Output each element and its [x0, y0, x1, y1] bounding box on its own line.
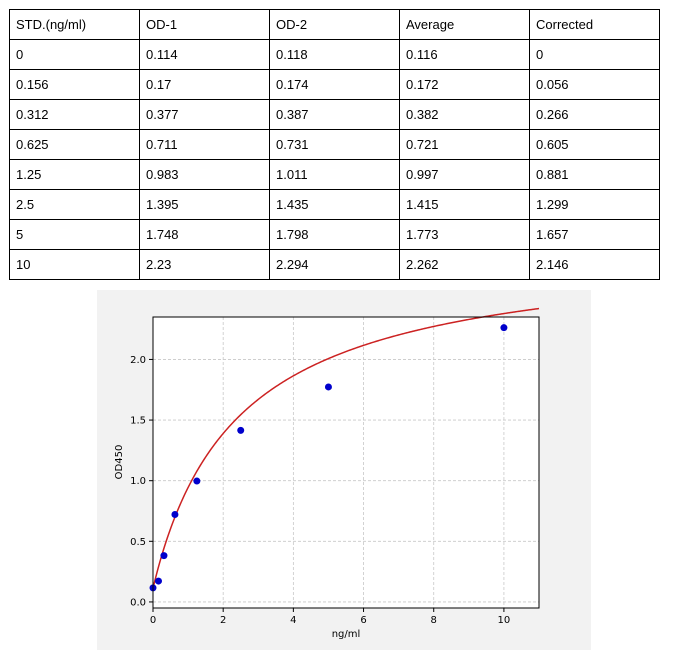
- y-axis-label: OD450: [114, 445, 125, 480]
- y-tick-label: 2.0: [130, 355, 146, 366]
- x-tick-label: 6: [360, 615, 366, 626]
- table-cell: 0.881: [529, 159, 660, 190]
- table-row: 5 1.748 1.798 1.773 1.657: [9, 219, 660, 250]
- table-cell: 1.011: [269, 159, 400, 190]
- table-cell: 0.172: [399, 69, 530, 100]
- data-points-layer: [149, 324, 508, 592]
- table-cell: 10: [9, 249, 140, 280]
- table-body: 0 0.114 0.118 0.116 0 0.156 0.17 0.174 0.172 0.05…: [9, 39, 660, 280]
- table-cell: 2.146: [529, 249, 660, 280]
- table-cell: 0.382: [399, 99, 530, 130]
- x-tick-label: 8: [431, 615, 437, 626]
- table-cell: 2.23: [139, 249, 270, 280]
- y-tick-label: 1.5: [130, 416, 146, 427]
- table-row: 1.25 0.983 1.011 0.997 0.881: [9, 159, 660, 190]
- column-header: Corrected: [529, 9, 660, 40]
- table-cell: 2.5: [9, 189, 140, 220]
- x-tick-label: 2: [220, 615, 226, 626]
- chart-canvas: 0 2 4 6 8 10 0.0 0.5 1.0 1.5 2.0 ng/ml OD450: [114, 307, 540, 640]
- table-cell: 1.415: [399, 189, 530, 220]
- table-cell: 0.17: [139, 69, 270, 100]
- table-cell: 1.798: [269, 219, 400, 250]
- table-header-row: STD.(ng/ml) OD-1 OD-2 Average Corrected: [9, 9, 660, 40]
- table-row: 0.156 0.17 0.174 0.172 0.056: [9, 69, 660, 100]
- table-cell: 0.625: [9, 129, 140, 160]
- fit-curve-layer: [152, 307, 540, 589]
- table-cell: 0.114: [139, 39, 270, 70]
- data-point: [237, 426, 245, 434]
- x-tick-label: 10: [498, 615, 511, 626]
- y-tick-label: 0.0: [130, 597, 146, 608]
- table-cell: 1.748: [139, 219, 270, 250]
- table-cell: 1.395: [139, 189, 270, 220]
- y-tick-label: 1.0: [130, 476, 146, 487]
- fit-curve: [152, 307, 540, 589]
- table-cell: 0.387: [269, 99, 400, 130]
- table-cell: 0.266: [529, 99, 660, 130]
- x-tick-label: 0: [150, 615, 156, 626]
- table-cell: 0.116: [399, 39, 530, 70]
- x-tick-label: 4: [290, 615, 296, 626]
- table-cell: 1.657: [529, 219, 660, 250]
- table-row: 2.5 1.395 1.435 1.415 1.299: [9, 189, 660, 220]
- table-row: 0.312 0.377 0.387 0.382 0.266: [9, 99, 660, 130]
- table-cell: 0.156: [9, 69, 140, 100]
- table-row: 10 2.23 2.294 2.262 2.146: [9, 249, 660, 280]
- column-header: Average: [399, 9, 530, 40]
- data-point: [171, 511, 179, 519]
- table-cell: 0.983: [139, 159, 270, 190]
- x-axis-ticks: 0 2 4 6 8 10: [150, 608, 510, 626]
- table-cell: 0.721: [399, 129, 530, 160]
- table-cell: 0.312: [9, 99, 140, 130]
- table-cell: 1.435: [269, 189, 400, 220]
- y-tick-label: 0.5: [130, 537, 146, 548]
- table-cell: 1.773: [399, 219, 530, 250]
- data-point: [193, 477, 201, 485]
- table-cell: 0.174: [269, 69, 400, 100]
- table-cell: 0.605: [529, 129, 660, 160]
- table-cell: 5: [9, 219, 140, 250]
- data-point: [160, 552, 168, 560]
- x-axis-label: ng/ml: [332, 629, 361, 640]
- table-cell: 0.056: [529, 69, 660, 100]
- y-axis-ticks: 0.0 0.5 1.0 1.5 2.0: [130, 355, 153, 608]
- data-point: [500, 324, 508, 332]
- table-row: 0 0.114 0.118 0.116 0: [9, 39, 660, 70]
- table-row: 0.625 0.711 0.731 0.721 0.605: [9, 129, 660, 160]
- table-cell: 0.118: [269, 39, 400, 70]
- table-cell: 0: [9, 39, 140, 70]
- standard-curve-chart: 0 2 4 6 8 10 0.0 0.5 1.0 1.5 2.0 ng/ml OD450: [97, 290, 591, 650]
- plot-frame: [152, 316, 540, 609]
- table-cell: 1.299: [529, 189, 660, 220]
- table-cell: 1.25: [9, 159, 140, 190]
- plot-area: [153, 317, 539, 608]
- table-cell: 2.294: [269, 249, 400, 280]
- data-point: [154, 577, 162, 585]
- gridlines: [152, 317, 539, 608]
- column-header: OD-2: [269, 9, 400, 40]
- column-header: STD.(ng/ml): [9, 9, 140, 40]
- table-cell: 0: [529, 39, 660, 70]
- column-header: OD-1: [139, 9, 270, 40]
- table-cell: 2.262: [399, 249, 530, 280]
- data-point: [324, 383, 332, 391]
- standards-table: STD.(ng/ml) OD-1 OD-2 Average Corrected …: [9, 9, 660, 280]
- table-cell: 0.377: [139, 99, 270, 130]
- table-cell: 0.711: [139, 129, 270, 160]
- table-cell: 0.997: [399, 159, 530, 190]
- table-cell: 0.731: [269, 129, 400, 160]
